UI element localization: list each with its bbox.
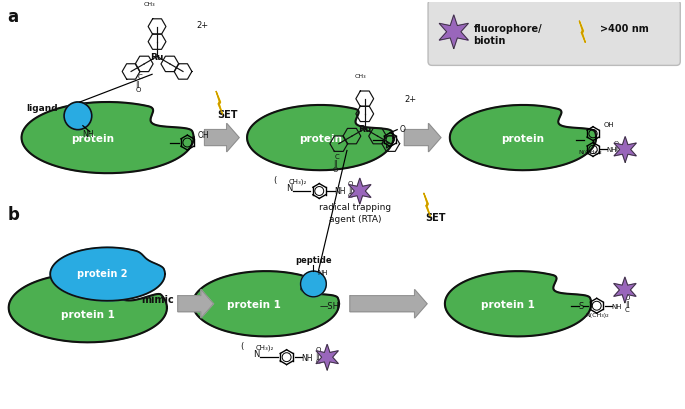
Text: NH: NH: [611, 303, 621, 309]
Polygon shape: [50, 248, 165, 301]
Polygon shape: [445, 272, 591, 337]
Text: NH: NH: [317, 270, 328, 275]
Text: NH: NH: [82, 129, 94, 138]
Text: (: (: [240, 342, 243, 351]
Polygon shape: [216, 92, 223, 115]
Polygon shape: [21, 103, 194, 174]
Text: protein: protein: [299, 133, 342, 143]
Polygon shape: [205, 124, 239, 153]
Polygon shape: [247, 106, 393, 171]
Text: O: O: [625, 294, 630, 300]
Text: C: C: [335, 154, 340, 160]
Polygon shape: [614, 277, 636, 303]
Text: (: (: [273, 176, 276, 184]
Circle shape: [64, 103, 92, 130]
Text: N(CH₃)₂: N(CH₃)₂: [586, 312, 609, 317]
Text: 2+: 2+: [404, 95, 416, 104]
Text: OH: OH: [197, 130, 209, 139]
Text: protein 1: protein 1: [482, 299, 535, 309]
Text: CH₃: CH₃: [143, 2, 155, 7]
Polygon shape: [178, 290, 214, 318]
Text: CH₃: CH₃: [355, 74, 366, 79]
Text: b: b: [8, 205, 20, 223]
Text: >400 nm: >400 nm: [600, 24, 649, 34]
Text: Ru: Ru: [358, 125, 371, 134]
Polygon shape: [580, 22, 585, 43]
Text: SET: SET: [425, 212, 446, 222]
Text: NH: NH: [606, 147, 617, 153]
Text: C: C: [625, 306, 630, 312]
Text: protein: protein: [71, 133, 114, 143]
Text: N(CH₃)₂: N(CH₃)₂: [579, 150, 602, 155]
Text: NH: NH: [301, 353, 313, 362]
Text: ‖: ‖: [333, 160, 336, 167]
Text: C: C: [137, 74, 142, 80]
Text: SET: SET: [217, 110, 238, 119]
Text: ‖: ‖: [614, 145, 617, 151]
Text: —SH: —SH: [319, 301, 339, 310]
Text: ‖: ‖: [348, 187, 351, 193]
Text: NH: NH: [334, 187, 346, 196]
Text: protein 1: protein 1: [61, 309, 115, 319]
Polygon shape: [192, 272, 339, 337]
Polygon shape: [424, 194, 430, 217]
Text: C: C: [348, 193, 353, 198]
Text: radical trapping
agent (RTA): radical trapping agent (RTA): [319, 202, 391, 223]
Text: O: O: [399, 124, 406, 133]
Text: O: O: [613, 140, 619, 145]
Text: protein 1: protein 1: [227, 299, 281, 309]
Text: protein: protein: [501, 133, 545, 143]
Text: protein 2: protein 2: [77, 268, 128, 279]
Text: S: S: [578, 301, 584, 310]
Text: O: O: [135, 87, 140, 93]
Polygon shape: [614, 137, 636, 163]
Text: N: N: [253, 349, 260, 358]
Text: mimic: mimic: [142, 294, 175, 304]
Text: Ru: Ru: [150, 53, 164, 62]
Text: C: C: [315, 358, 320, 364]
Text: a: a: [8, 8, 18, 26]
Text: OH: OH: [603, 121, 614, 128]
Text: ‖: ‖: [315, 352, 319, 359]
Polygon shape: [349, 179, 371, 204]
Text: fluorophore/
biotin: fluorophore/ biotin: [473, 24, 543, 46]
Text: ‖: ‖: [135, 81, 139, 88]
Text: O: O: [348, 181, 353, 187]
Polygon shape: [404, 124, 441, 153]
Circle shape: [301, 272, 326, 297]
FancyBboxPatch shape: [428, 1, 680, 66]
Polygon shape: [439, 16, 469, 49]
Text: 2+: 2+: [197, 21, 209, 30]
Text: peptide: peptide: [295, 256, 332, 265]
Text: O: O: [333, 167, 338, 173]
Polygon shape: [350, 290, 427, 318]
Polygon shape: [9, 274, 167, 342]
Polygon shape: [450, 106, 596, 171]
Text: N: N: [286, 184, 292, 193]
Polygon shape: [316, 344, 338, 370]
Text: CH₃)₂: CH₃)₂: [256, 344, 274, 350]
Text: O: O: [315, 346, 321, 353]
Text: CH₃)₂: CH₃)₂: [288, 178, 307, 184]
Text: ‖: ‖: [625, 300, 628, 307]
Text: ligand: ligand: [27, 104, 58, 113]
